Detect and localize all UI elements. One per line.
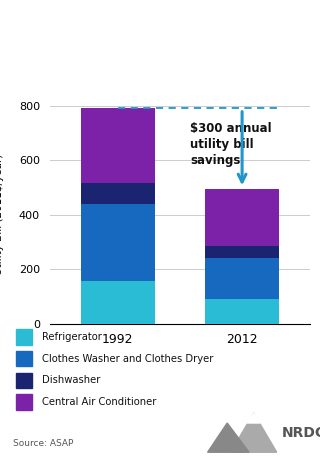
FancyBboxPatch shape [16,329,32,345]
FancyBboxPatch shape [16,373,32,388]
Text: Source: ASAP: Source: ASAP [13,438,73,448]
Text: Annual Utility Bill to Operate Five
Household Appliances That Just Meet
Current : Annual Utility Bill to Operate Five Hous… [10,3,279,54]
Bar [81,281,155,324]
Text: Central Air Conditioner: Central Air Conditioner [42,397,156,407]
Polygon shape [231,413,277,452]
Bar [81,204,155,281]
Text: Refrigerator: Refrigerator [42,332,102,342]
Polygon shape [247,413,260,423]
Text: Dishwasher: Dishwasher [42,375,100,386]
Text: NRDC: NRDC [281,426,320,441]
Bar [205,258,279,299]
Bar [205,246,279,258]
Text: Clothes Washer and Clothes Dryer: Clothes Washer and Clothes Dryer [42,353,214,364]
Text: $300 annual
utility bill
savings: $300 annual utility bill savings [190,122,272,167]
Bar [205,189,279,246]
Bar [81,108,155,183]
Y-axis label: Utility Bill (2011$/year): Utility Bill (2011$/year) [0,154,4,275]
Bar [81,183,155,204]
Polygon shape [208,423,249,452]
FancyBboxPatch shape [16,351,32,366]
FancyBboxPatch shape [16,394,32,410]
Bar [205,299,279,324]
